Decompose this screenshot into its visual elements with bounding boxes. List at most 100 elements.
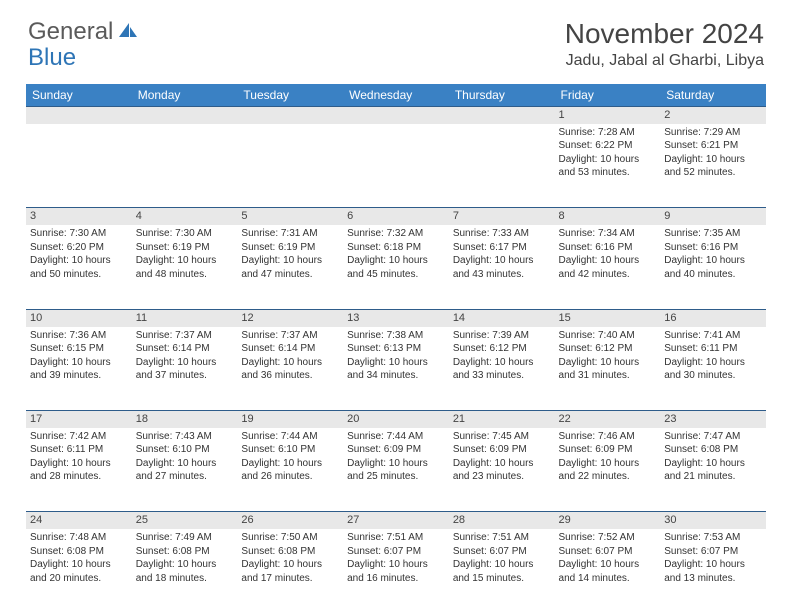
day-number-cell: 3 (26, 208, 132, 225)
day-details: Sunrise: 7:52 AMSunset: 6:07 PMDaylight:… (559, 531, 657, 585)
daylight-line: Daylight: 10 hours and 48 minutes. (136, 254, 234, 281)
sunrise-line: Sunrise: 7:46 AM (559, 430, 657, 444)
sunset-line: Sunset: 6:07 PM (347, 545, 445, 559)
day-content-cell: Sunrise: 7:48 AMSunset: 6:08 PMDaylight:… (26, 529, 132, 613)
day-number-cell: 18 (132, 411, 238, 428)
day-number-cell: 20 (343, 411, 449, 428)
day-content-cell: Sunrise: 7:46 AMSunset: 6:09 PMDaylight:… (555, 428, 661, 512)
sunrise-line: Sunrise: 7:36 AM (30, 329, 128, 343)
day-number-cell: 9 (660, 208, 766, 225)
daylight-line: Daylight: 10 hours and 21 minutes. (664, 457, 762, 484)
day-number-cell: 28 (449, 512, 555, 529)
daylight-line: Daylight: 10 hours and 17 minutes. (241, 558, 339, 585)
sunrise-line: Sunrise: 7:53 AM (664, 531, 762, 545)
day-details: Sunrise: 7:44 AMSunset: 6:10 PMDaylight:… (241, 430, 339, 484)
day-number-cell: 17 (26, 411, 132, 428)
day-content-cell: Sunrise: 7:35 AMSunset: 6:16 PMDaylight:… (660, 225, 766, 309)
day-number-cell: 14 (449, 309, 555, 326)
day-number-cell (449, 107, 555, 124)
day-number-cell: 29 (555, 512, 661, 529)
day-details: Sunrise: 7:45 AMSunset: 6:09 PMDaylight:… (453, 430, 551, 484)
logo-word-2: Blue (28, 44, 76, 72)
daylight-line: Daylight: 10 hours and 45 minutes. (347, 254, 445, 281)
day-number-cell: 30 (660, 512, 766, 529)
day-number-cell: 5 (237, 208, 343, 225)
sunrise-line: Sunrise: 7:33 AM (453, 227, 551, 241)
sunrise-line: Sunrise: 7:51 AM (347, 531, 445, 545)
daylight-line: Daylight: 10 hours and 43 minutes. (453, 254, 551, 281)
sunrise-line: Sunrise: 7:38 AM (347, 329, 445, 343)
sunset-line: Sunset: 6:07 PM (559, 545, 657, 559)
day-number-cell: 11 (132, 309, 238, 326)
sunset-line: Sunset: 6:14 PM (136, 342, 234, 356)
sunset-line: Sunset: 6:11 PM (30, 443, 128, 457)
sunset-line: Sunset: 6:08 PM (664, 443, 762, 457)
day-content-cell (132, 124, 238, 208)
day-details: Sunrise: 7:53 AMSunset: 6:07 PMDaylight:… (664, 531, 762, 585)
day-details: Sunrise: 7:38 AMSunset: 6:13 PMDaylight:… (347, 329, 445, 383)
day-content-cell: Sunrise: 7:52 AMSunset: 6:07 PMDaylight:… (555, 529, 661, 613)
sunrise-line: Sunrise: 7:43 AM (136, 430, 234, 444)
daylight-line: Daylight: 10 hours and 42 minutes. (559, 254, 657, 281)
day-number-cell: 22 (555, 411, 661, 428)
day-content-cell: Sunrise: 7:39 AMSunset: 6:12 PMDaylight:… (449, 327, 555, 411)
day-content-cell: Sunrise: 7:45 AMSunset: 6:09 PMDaylight:… (449, 428, 555, 512)
sunset-line: Sunset: 6:19 PM (136, 241, 234, 255)
day-content-cell: Sunrise: 7:28 AMSunset: 6:22 PMDaylight:… (555, 124, 661, 208)
day-details: Sunrise: 7:50 AMSunset: 6:08 PMDaylight:… (241, 531, 339, 585)
sunrise-line: Sunrise: 7:44 AM (241, 430, 339, 444)
day-content-cell: Sunrise: 7:38 AMSunset: 6:13 PMDaylight:… (343, 327, 449, 411)
daynum-row: 17181920212223 (26, 411, 766, 428)
day-number-cell (132, 107, 238, 124)
daylight-line: Daylight: 10 hours and 22 minutes. (559, 457, 657, 484)
sunrise-line: Sunrise: 7:41 AM (664, 329, 762, 343)
sunset-line: Sunset: 6:11 PM (664, 342, 762, 356)
sunrise-line: Sunrise: 7:31 AM (241, 227, 339, 241)
sunset-line: Sunset: 6:08 PM (30, 545, 128, 559)
day-number-cell: 12 (237, 309, 343, 326)
day-number-cell: 8 (555, 208, 661, 225)
sunrise-line: Sunrise: 7:28 AM (559, 126, 657, 140)
sunset-line: Sunset: 6:09 PM (559, 443, 657, 457)
day-number-cell: 2 (660, 107, 766, 124)
day-content-cell: Sunrise: 7:49 AMSunset: 6:08 PMDaylight:… (132, 529, 238, 613)
day-details: Sunrise: 7:49 AMSunset: 6:08 PMDaylight:… (136, 531, 234, 585)
sunrise-line: Sunrise: 7:39 AM (453, 329, 551, 343)
daylight-line: Daylight: 10 hours and 40 minutes. (664, 254, 762, 281)
daylight-line: Daylight: 10 hours and 36 minutes. (241, 356, 339, 383)
month-title: November 2024 (565, 18, 764, 50)
sunrise-line: Sunrise: 7:44 AM (347, 430, 445, 444)
day-details: Sunrise: 7:39 AMSunset: 6:12 PMDaylight:… (453, 329, 551, 383)
daylight-line: Daylight: 10 hours and 23 minutes. (453, 457, 551, 484)
day-content-cell: Sunrise: 7:44 AMSunset: 6:10 PMDaylight:… (237, 428, 343, 512)
day-content-cell: Sunrise: 7:44 AMSunset: 6:09 PMDaylight:… (343, 428, 449, 512)
day-content-cell (237, 124, 343, 208)
content-row: Sunrise: 7:36 AMSunset: 6:15 PMDaylight:… (26, 327, 766, 411)
daylight-line: Daylight: 10 hours and 27 minutes. (136, 457, 234, 484)
day-details: Sunrise: 7:44 AMSunset: 6:09 PMDaylight:… (347, 430, 445, 484)
day-content-cell: Sunrise: 7:34 AMSunset: 6:16 PMDaylight:… (555, 225, 661, 309)
daylight-line: Daylight: 10 hours and 39 minutes. (30, 356, 128, 383)
sunset-line: Sunset: 6:15 PM (30, 342, 128, 356)
day-details: Sunrise: 7:34 AMSunset: 6:16 PMDaylight:… (559, 227, 657, 281)
day-details: Sunrise: 7:37 AMSunset: 6:14 PMDaylight:… (136, 329, 234, 383)
sunset-line: Sunset: 6:16 PM (559, 241, 657, 255)
content-row: Sunrise: 7:42 AMSunset: 6:11 PMDaylight:… (26, 428, 766, 512)
daynum-row: 3456789 (26, 208, 766, 225)
logo: General (28, 18, 141, 46)
sunset-line: Sunset: 6:09 PM (347, 443, 445, 457)
daylight-line: Daylight: 10 hours and 25 minutes. (347, 457, 445, 484)
day-number-cell: 25 (132, 512, 238, 529)
sunset-line: Sunset: 6:14 PM (241, 342, 339, 356)
daylight-line: Daylight: 10 hours and 47 minutes. (241, 254, 339, 281)
daylight-line: Daylight: 10 hours and 31 minutes. (559, 356, 657, 383)
content-row: Sunrise: 7:48 AMSunset: 6:08 PMDaylight:… (26, 529, 766, 613)
sunrise-line: Sunrise: 7:34 AM (559, 227, 657, 241)
sunrise-line: Sunrise: 7:32 AM (347, 227, 445, 241)
day-content-cell: Sunrise: 7:29 AMSunset: 6:21 PMDaylight:… (660, 124, 766, 208)
day-details: Sunrise: 7:32 AMSunset: 6:18 PMDaylight:… (347, 227, 445, 281)
weekday-header: Thursday (449, 84, 555, 107)
day-details: Sunrise: 7:29 AMSunset: 6:21 PMDaylight:… (664, 126, 762, 180)
day-details: Sunrise: 7:51 AMSunset: 6:07 PMDaylight:… (347, 531, 445, 585)
content-row: Sunrise: 7:28 AMSunset: 6:22 PMDaylight:… (26, 124, 766, 208)
